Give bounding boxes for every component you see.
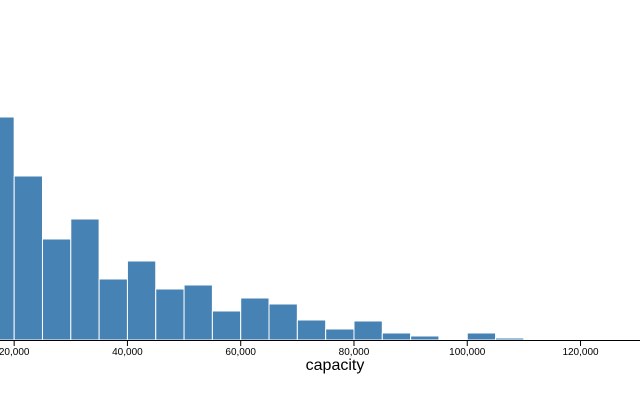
- bar: [98, 278, 128, 341]
- bar: [70, 218, 100, 341]
- bar: [155, 288, 185, 341]
- x-tick-label: 100,000: [449, 347, 486, 358]
- x-tick-label: 60,000: [225, 347, 256, 358]
- bar: [126, 260, 157, 341]
- bar: [0, 116, 15, 341]
- bars: [0, 116, 582, 341]
- bar: [551, 338, 582, 341]
- bar: [296, 319, 327, 341]
- bar: [183, 284, 213, 341]
- x-tick-label: 80,000: [339, 347, 370, 358]
- x-tick-label: 40,000: [112, 347, 143, 358]
- bar: [268, 303, 298, 341]
- x-axis-label: capacity: [306, 357, 365, 374]
- bar: [410, 335, 440, 341]
- bar: [325, 328, 355, 341]
- bar: [466, 332, 497, 341]
- bar: [495, 337, 525, 341]
- bar: [240, 297, 270, 341]
- bar: [41, 238, 72, 341]
- x-tick-label: 20,000: [0, 347, 30, 358]
- bar: [13, 175, 43, 341]
- bar: [211, 310, 242, 341]
- bar: [353, 320, 383, 341]
- bar: [381, 332, 412, 341]
- bar: [523, 338, 553, 341]
- x-tick-label: 120,000: [562, 347, 599, 358]
